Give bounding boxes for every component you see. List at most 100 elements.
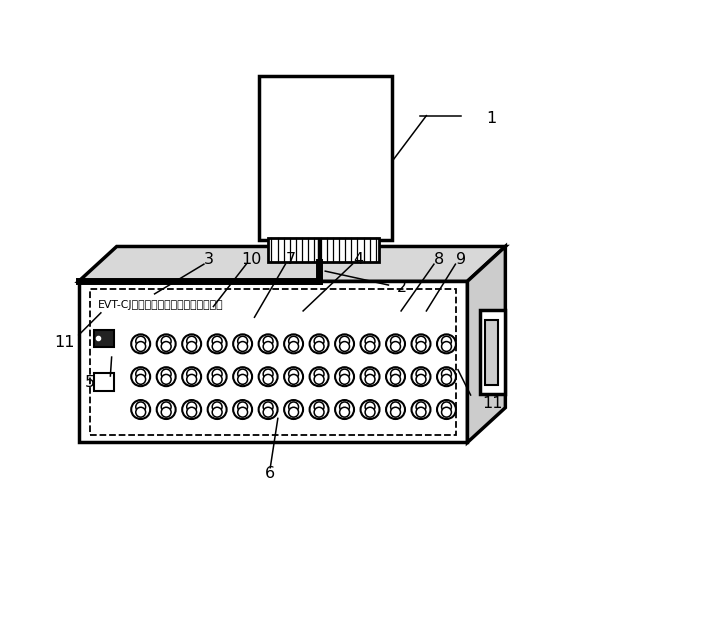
Text: 11: 11 xyxy=(55,335,75,350)
Circle shape xyxy=(131,334,150,353)
Polygon shape xyxy=(467,246,505,442)
Circle shape xyxy=(264,369,273,379)
Circle shape xyxy=(157,400,176,419)
Circle shape xyxy=(390,407,400,417)
Circle shape xyxy=(340,402,349,412)
Circle shape xyxy=(441,369,451,379)
Circle shape xyxy=(161,341,171,351)
Circle shape xyxy=(386,367,405,386)
Circle shape xyxy=(131,367,150,386)
Circle shape xyxy=(386,400,405,419)
Circle shape xyxy=(314,402,324,412)
Circle shape xyxy=(264,407,273,417)
Circle shape xyxy=(161,402,171,412)
Circle shape xyxy=(365,407,375,417)
Circle shape xyxy=(365,402,375,412)
Circle shape xyxy=(238,402,248,412)
Circle shape xyxy=(441,402,451,412)
Bar xyxy=(78,281,467,442)
Circle shape xyxy=(437,367,456,386)
Circle shape xyxy=(264,336,273,346)
Circle shape xyxy=(186,336,197,346)
Circle shape xyxy=(182,400,201,419)
Circle shape xyxy=(361,367,379,386)
Circle shape xyxy=(207,400,227,419)
Text: 7: 7 xyxy=(285,252,295,267)
Circle shape xyxy=(264,374,273,384)
Circle shape xyxy=(136,341,145,351)
Circle shape xyxy=(136,369,145,379)
Circle shape xyxy=(365,336,375,346)
Circle shape xyxy=(314,407,324,417)
Text: 11: 11 xyxy=(482,396,503,411)
Circle shape xyxy=(264,402,273,412)
Circle shape xyxy=(238,374,248,384)
Circle shape xyxy=(284,400,303,419)
Circle shape xyxy=(182,367,201,386)
Circle shape xyxy=(186,341,197,351)
Circle shape xyxy=(386,334,405,353)
Circle shape xyxy=(416,374,426,384)
Circle shape xyxy=(340,407,349,417)
Circle shape xyxy=(314,374,324,384)
Text: 3: 3 xyxy=(204,252,214,267)
Circle shape xyxy=(212,341,222,351)
Text: EVT-CJ泛域智能化稳控系统的数检装置: EVT-CJ泛域智能化稳控系统的数检装置 xyxy=(98,300,223,310)
Circle shape xyxy=(131,400,150,419)
Circle shape xyxy=(437,400,456,419)
Circle shape xyxy=(314,341,324,351)
Circle shape xyxy=(238,407,248,417)
Circle shape xyxy=(186,369,197,379)
Text: 9: 9 xyxy=(456,252,466,267)
Circle shape xyxy=(233,334,252,353)
Circle shape xyxy=(157,367,176,386)
Circle shape xyxy=(361,334,379,353)
Circle shape xyxy=(437,334,456,353)
Circle shape xyxy=(365,369,375,379)
Circle shape xyxy=(340,341,349,351)
Bar xyxy=(480,310,505,394)
Circle shape xyxy=(416,402,426,412)
Circle shape xyxy=(212,402,222,412)
Circle shape xyxy=(310,367,328,386)
Circle shape xyxy=(361,400,379,419)
Circle shape xyxy=(161,336,171,346)
Circle shape xyxy=(233,367,252,386)
Circle shape xyxy=(310,334,328,353)
Circle shape xyxy=(289,369,299,379)
Circle shape xyxy=(335,400,354,419)
Circle shape xyxy=(390,374,400,384)
Circle shape xyxy=(340,336,349,346)
Circle shape xyxy=(157,334,176,353)
Bar xyxy=(94,329,114,347)
Bar xyxy=(90,289,456,435)
Circle shape xyxy=(207,367,227,386)
Circle shape xyxy=(238,336,248,346)
Circle shape xyxy=(289,374,299,384)
Circle shape xyxy=(136,336,145,346)
Circle shape xyxy=(186,402,197,412)
Circle shape xyxy=(258,367,278,386)
Circle shape xyxy=(335,367,354,386)
Bar xyxy=(259,76,392,240)
Circle shape xyxy=(289,407,299,417)
Circle shape xyxy=(212,407,222,417)
Circle shape xyxy=(365,374,375,384)
Circle shape xyxy=(441,336,451,346)
Circle shape xyxy=(441,341,451,351)
Bar xyxy=(485,320,498,384)
Circle shape xyxy=(314,336,324,346)
Circle shape xyxy=(390,341,400,351)
Circle shape xyxy=(212,336,222,346)
Circle shape xyxy=(186,407,197,417)
Circle shape xyxy=(258,400,278,419)
Circle shape xyxy=(212,369,222,379)
Circle shape xyxy=(412,367,431,386)
Circle shape xyxy=(182,334,201,353)
Circle shape xyxy=(212,374,222,384)
Text: 2: 2 xyxy=(397,280,407,295)
Circle shape xyxy=(186,374,197,384)
Circle shape xyxy=(258,334,278,353)
Circle shape xyxy=(233,400,252,419)
Text: 6: 6 xyxy=(265,466,275,482)
